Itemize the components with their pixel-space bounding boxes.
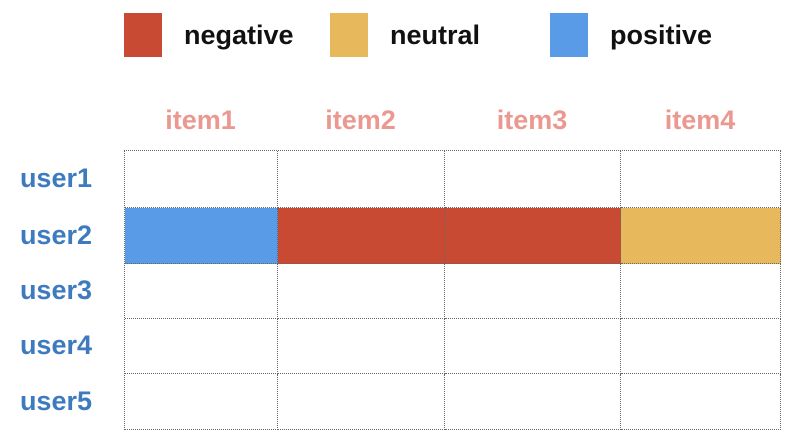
- row-header-user4: user4: [19, 330, 92, 360]
- cell-user3-item3: [445, 264, 621, 319]
- legend-item-negative: negative: [124, 13, 294, 57]
- column-header-item4: item4: [664, 104, 736, 135]
- column-header-item2: item2: [325, 104, 396, 135]
- column-header-item1: item1: [165, 104, 236, 135]
- cell-user1-item2: [278, 151, 445, 208]
- positive-color-swatch: [550, 13, 588, 57]
- legend-label: positive: [610, 19, 713, 50]
- legend-item-positive: positive: [550, 13, 712, 57]
- negative-color-swatch: [124, 13, 162, 57]
- legend-item-neutral: neutral: [330, 13, 480, 57]
- neutral-color-swatch: [330, 13, 368, 57]
- cell-user4-item3: [445, 319, 621, 374]
- cell-user5-item3: [445, 374, 621, 430]
- row-header-user1: user1: [19, 163, 92, 193]
- cell-user5-item1: [125, 374, 278, 430]
- row-header-user2: user2: [19, 219, 92, 250]
- cell-user4-item2: [278, 319, 445, 374]
- cell-user2-item2: [278, 208, 445, 264]
- row-headers-column: user1 user2 user3 user4 user5: [0, 150, 108, 429]
- cell-user3-item4: [621, 264, 781, 319]
- cell-user3-item1: [125, 264, 278, 319]
- cell-user4-item4: [621, 319, 781, 374]
- cell-user1-item1: [125, 151, 278, 208]
- legend-label: negative: [184, 19, 294, 50]
- cell-user2-item4: [621, 208, 781, 264]
- cell-user2-item3: [445, 208, 621, 264]
- column-headers-row: item1 item2 item3 item4: [124, 98, 780, 142]
- legend-label: neutral: [390, 19, 481, 50]
- column-header-item3: item3: [496, 104, 568, 135]
- cell-user2-item1: [125, 208, 278, 264]
- cell-user5-item2: [278, 374, 445, 430]
- cell-user5-item4: [621, 374, 781, 430]
- row-header-user5: user5: [19, 385, 92, 416]
- cell-user1-item3: [445, 151, 621, 208]
- matrix-grid: [124, 150, 781, 430]
- row-header-user3: user3: [19, 275, 92, 305]
- cell-user1-item4: [621, 151, 781, 208]
- cell-user4-item1: [125, 319, 278, 374]
- cell-user3-item2: [278, 264, 445, 319]
